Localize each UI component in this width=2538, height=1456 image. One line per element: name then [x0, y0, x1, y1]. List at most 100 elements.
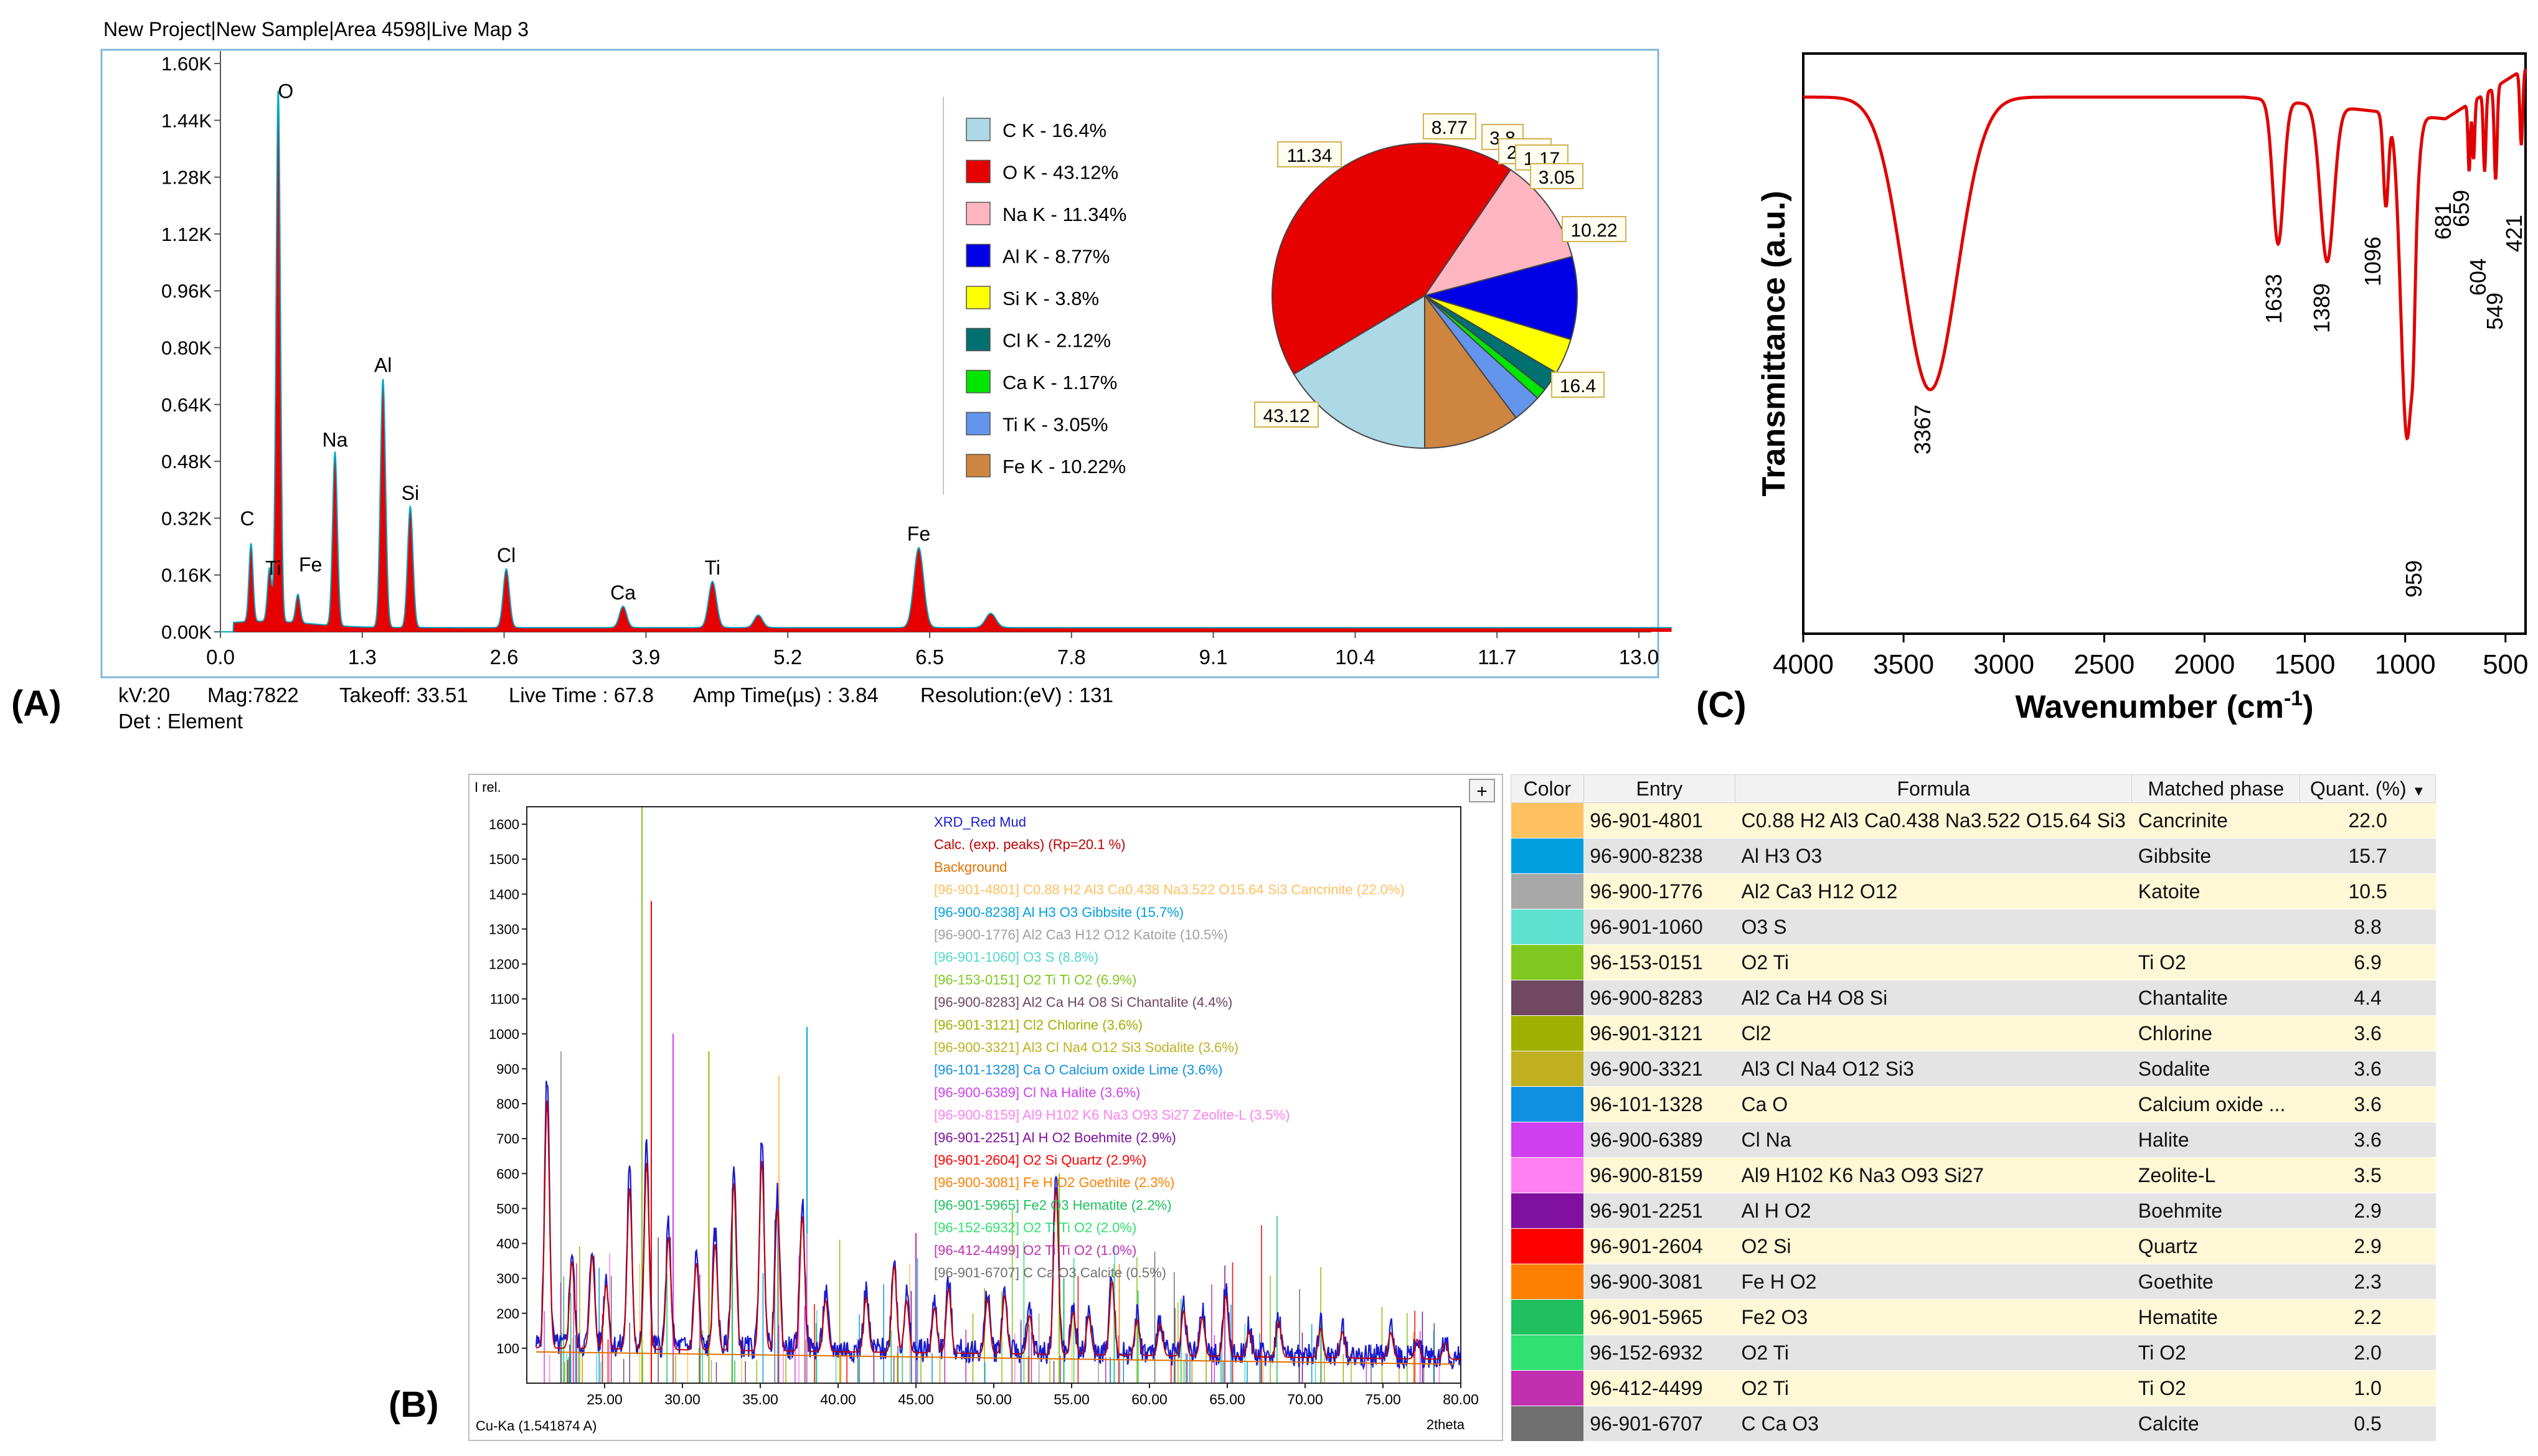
- phase-quant: 2.2: [2300, 1299, 2436, 1335]
- xrd-expand-button[interactable]: [1469, 779, 1495, 802]
- table-row[interactable]: 96-901-6707 C Ca O3 Calcite 0.5: [1511, 1406, 2436, 1442]
- phase-color-swatch: [1511, 1122, 1584, 1158]
- legend-item: Ca K - 1.17%: [1002, 372, 1117, 393]
- phase-quant: 3.6: [2300, 1122, 2436, 1158]
- table-row[interactable]: 96-412-4499 O2 Ti Ti O2 1.0: [1511, 1370, 2436, 1406]
- phase-quant: 6.9: [2300, 944, 2436, 980]
- pie-value-box: [1551, 372, 1605, 398]
- xrd-radiation-source: Cu-Ka (1.541874 A): [476, 1418, 597, 1434]
- phase-entry: 96-153-0151: [1583, 944, 1735, 980]
- pie-value-label: 16.4: [1560, 376, 1596, 397]
- ftir-band-label: 659: [2448, 190, 2474, 227]
- eds-peak-label: Ti: [705, 557, 720, 579]
- xrd-legend-item: [96-900-3081] Fe H O2 Goethite (2.3%): [934, 1175, 1174, 1190]
- pie-slice: [1422, 255, 1578, 341]
- col-matched-phase[interactable]: Matched phase: [2131, 774, 2301, 803]
- legend-item: C K - 16.4%: [1002, 120, 1106, 141]
- eds-info-item: Live Time : 67.8: [509, 683, 654, 707]
- table-row[interactable]: 96-901-2251 Al H O2 Boehmite 2.9: [1511, 1193, 2436, 1229]
- eds-peak-label: C: [240, 507, 255, 530]
- xrd-legend-item: [96-901-3121] Cl2 Chlorine (3.6%): [934, 1017, 1143, 1033]
- xrd-y-tick-label: 200: [496, 1306, 519, 1322]
- table-row[interactable]: 96-901-2604 O2 Si Quartz 2.9: [1511, 1228, 2436, 1264]
- phase-quant: 2.3: [2300, 1264, 2436, 1300]
- table-row[interactable]: 96-900-8159 Al9 H102 K6 Na3 O93 Si27 Zeoli…: [1511, 1157, 2436, 1193]
- table-row[interactable]: 96-900-8238 Al H3 O3 Gibbsite 15.7: [1511, 838, 2436, 874]
- eds-info-item: Mag:7822: [207, 683, 299, 707]
- panel-label-b: (B): [389, 1384, 439, 1425]
- phase-entry: 96-152-6932: [1583, 1335, 1735, 1371]
- phase-quant: 3.6: [2300, 1051, 2436, 1087]
- phase-color-swatch: [1511, 1015, 1584, 1051]
- eds-y-tick-label: 0.48K: [161, 451, 212, 472]
- xrd-legend-item: Calc. (exp. peaks) (Rp=20.1 %): [934, 837, 1126, 852]
- eds-x-tick-label: 3.9: [631, 646, 660, 669]
- xrd-legend-item: [96-901-2251] Al H O2 Boehmite (2.9%): [934, 1130, 1176, 1145]
- phase-entry: 96-900-8283: [1583, 980, 1735, 1016]
- phase-formula: Al2 Ca3 H12 O12: [1735, 873, 2132, 909]
- legend-item: Ti K - 3.05%: [1002, 414, 1108, 436]
- eds-y-tick-label: 0.96K: [161, 280, 212, 302]
- eds-x-tick-label: 10.4: [1335, 646, 1375, 669]
- xrd-legend-item: [96-153-0151] O2 Ti Ti O2 (6.9%): [934, 972, 1136, 987]
- xrd-legend-item: [96-101-1328] Ca O Calcium oxide Lime (3…: [934, 1062, 1222, 1078]
- xrd-axes: I rel. 100 200 300 400 500 600 700 800 900 1000 110…: [474, 779, 1479, 1434]
- table-row[interactable]: 96-101-1328 Ca O Calcium oxide ... 3.6: [1511, 1086, 2436, 1122]
- xrd-x-tick-label: 65.00: [1209, 1391, 1245, 1407]
- eds-peak-label: Fe: [299, 553, 322, 576]
- phase-color-swatch: [1511, 909, 1584, 945]
- ftir-x-tick-label: 3500: [1873, 649, 1934, 680]
- eds-axes: 0.00K 0.16K 0.32K 0.48K 0.64K 0.80K 0.96K 1.12K…: [161, 51, 1659, 669]
- table-row[interactable]: 96-152-6932 O2 Ti Ti O2 2.0: [1511, 1335, 2436, 1371]
- table-row[interactable]: 96-900-3321 Al3 Cl Na4 O12 Si3 Sodalite 3.6: [1511, 1051, 2436, 1087]
- ftir-x-tick-label: 500: [2483, 649, 2528, 680]
- phase-formula: C0.88 H2 Al3 Ca0.438 Na3.522 O15.64 Si3: [1735, 802, 2132, 838]
- table-row[interactable]: 96-901-3121 Cl2 Chlorine 3.6: [1511, 1015, 2436, 1051]
- phase-entry: 96-412-4499: [1583, 1370, 1735, 1406]
- eds-peak-label: Fe: [907, 523, 930, 545]
- xrd-x-tick-label: 35.00: [742, 1391, 778, 1407]
- xrd-legend-item: [96-900-6389] Cl Na Halite (3.6%): [934, 1084, 1140, 1100]
- eds-peak-label: Cl: [497, 544, 516, 566]
- table-row[interactable]: 96-900-8283 Al2 Ca H4 O8 Si Chantalite 4.4: [1511, 980, 2436, 1016]
- table-row[interactable]: 96-901-1060 O3 S 8.8: [1511, 909, 2436, 945]
- ftir-band-label: 604: [2465, 258, 2491, 296]
- phase-quant: 1.0: [2300, 1370, 2436, 1406]
- col-formula[interactable]: Formula: [1734, 774, 2133, 803]
- table-row[interactable]: 96-901-4801 C0.88 H2 Al3 Ca0.438 Na3.522 …: [1511, 802, 2436, 838]
- table-row[interactable]: 96-900-3081 Fe H O2 Goethite 2.3: [1511, 1264, 2436, 1300]
- xrd-legend-item: [96-901-2604] O2 Si Quartz (2.9%): [934, 1152, 1146, 1168]
- col-color[interactable]: Color: [1511, 774, 1584, 803]
- xrd-legend-item: [96-901-4801] C0.88 H2 Al3 Ca0.438 Na3.5…: [934, 882, 1405, 898]
- table-row[interactable]: 96-153-0151 O2 Ti Ti O2 6.9: [1511, 944, 2436, 980]
- eds-peak-label: Si: [402, 482, 419, 504]
- eds-info-item: Resolution:(eV) : 131: [920, 683, 1113, 707]
- legend-swatch: [966, 327, 991, 352]
- phase-formula: O2 Si: [1735, 1228, 2132, 1264]
- table-row[interactable]: 96-901-5965 Fe2 O3 Hematite 2.2: [1511, 1299, 2436, 1335]
- table-row[interactable]: 96-900-1776 Al2 Ca3 H12 O12 Katoite 10.5: [1511, 873, 2436, 909]
- eds-spectrum: C O Ti Fe Na Al Si Cl Ca Ti Fe: [220, 80, 1672, 632]
- table-row[interactable]: 96-900-6389 Cl Na Halite 3.6: [1511, 1122, 2436, 1158]
- xrd-legend-item: [96-152-6932] O2 Ti Ti O2 (2.0%): [934, 1220, 1136, 1236]
- phase-formula: Al H3 O3: [1735, 838, 2132, 874]
- pie-slice: [1293, 294, 1425, 449]
- col-quant[interactable]: Quant. (%) ▼: [2300, 774, 2436, 803]
- phase-entry: 96-900-8159: [1583, 1157, 1735, 1193]
- col-entry[interactable]: Entry: [1583, 774, 1735, 803]
- pie-value-label: 10.22: [1570, 220, 1617, 241]
- xrd-y-tick-label: 100: [496, 1341, 519, 1356]
- phase-entry: 96-900-3321: [1583, 1051, 1735, 1087]
- xrd-y-tick-label: 800: [496, 1096, 519, 1112]
- phase-table-header: Color Entry Formula Matched phase Quant.…: [1511, 774, 2436, 803]
- ftir-x-axis-title: Wavenumber (cm-1): [2015, 687, 2313, 725]
- phase-color-swatch: [1511, 1228, 1584, 1264]
- phase-entry: 96-101-1328: [1583, 1086, 1735, 1122]
- xrd-legend-item: Background: [934, 859, 1007, 875]
- eds-x-tick-label: 7.8: [1057, 646, 1086, 669]
- eds-peak-label: Ca: [610, 581, 636, 604]
- xrd-x-tick-label: 30.00: [664, 1391, 701, 1407]
- phase-color-swatch: [1511, 1370, 1584, 1406]
- xrd-panel: + I rel. 100 200 300 400 500 600 700 800 900 1000 1…: [389, 774, 1503, 1441]
